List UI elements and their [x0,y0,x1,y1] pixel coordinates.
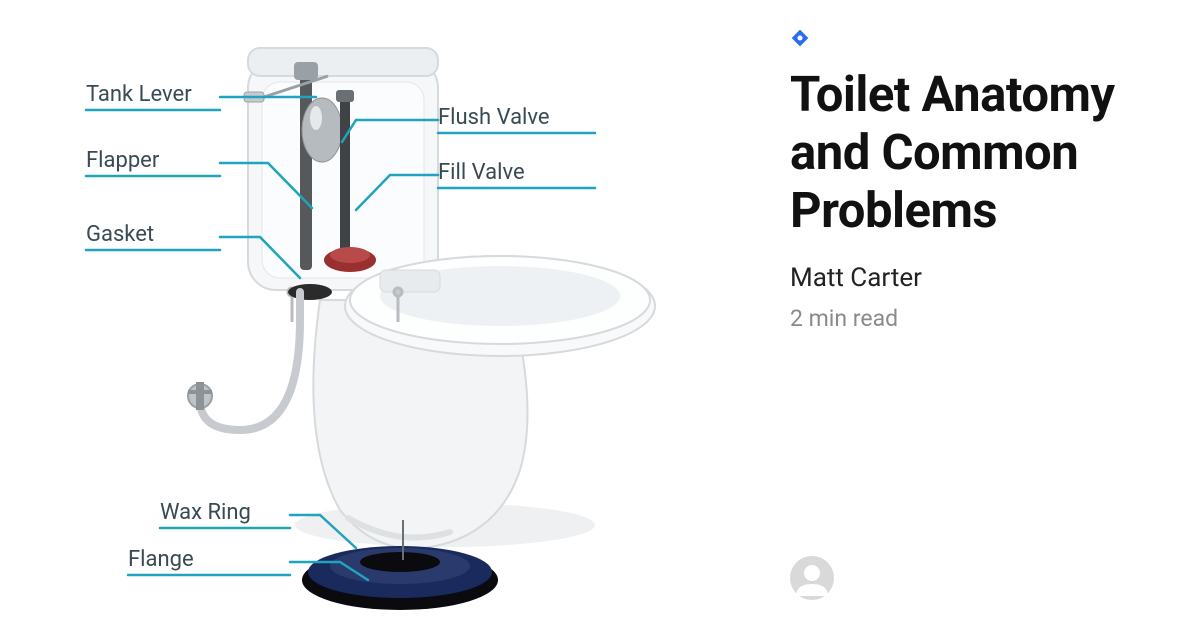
label-flapper: Flapper [86,148,159,173]
part-gasket [288,284,332,300]
toilet-bowl [313,256,655,548]
article-author[interactable]: Matt Carter [790,263,1180,293]
label-wax-ring: Wax Ring [160,500,251,525]
supply-line [188,292,300,430]
diagram-area: Tank Lever Flapper Gasket Flush Valve Fill V… [0,0,760,630]
article-read-time: 2 min read [790,305,1180,332]
brand-icon [790,28,810,48]
avatar-icon[interactable] [790,556,834,600]
label-gasket: Gasket [86,222,154,247]
label-flange: Flange [128,547,194,572]
article-meta: Toilet Anatomy and Common Problems Matt … [790,28,1180,332]
article-title: Toilet Anatomy and Common Problems [790,66,1180,239]
label-tank-lever: Tank Lever [86,82,192,107]
label-flush-valve: Flush Valve [438,105,550,130]
label-fill-valve: Fill Valve [438,160,525,185]
